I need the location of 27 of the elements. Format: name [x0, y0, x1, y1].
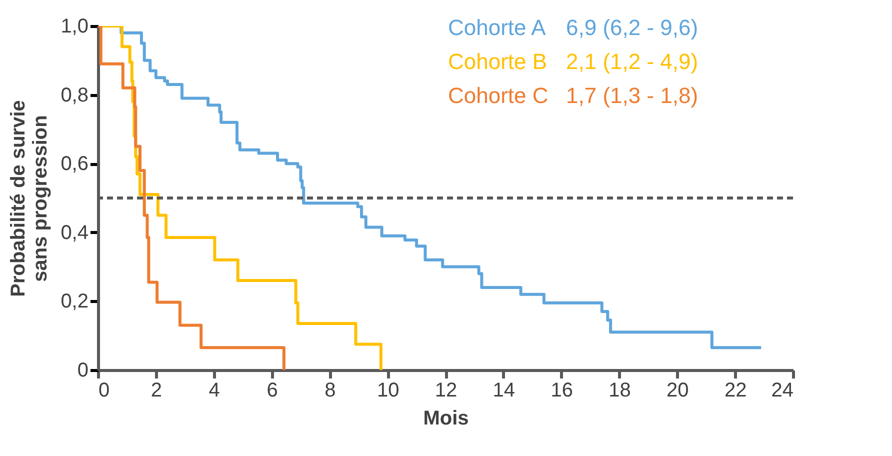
x-tick-label: 18: [608, 380, 631, 402]
y-tick-label: 0: [77, 360, 88, 382]
x-tick-label: 4: [208, 380, 220, 402]
y-tick-label: 0,8: [60, 84, 88, 106]
x-tick-label: 20: [666, 380, 689, 402]
y-axis-title: Probabilité de survie sans progression: [8, 100, 52, 297]
x-tick-label: 22: [724, 380, 747, 402]
x-tick-label: 24: [771, 380, 794, 402]
y-tick-label: 0,4: [60, 222, 88, 244]
x-tick-label: 2: [150, 380, 162, 402]
x-tick-label: 6: [266, 380, 278, 402]
x-tick-label: 16: [550, 380, 573, 402]
x-tick-label: 14: [492, 380, 516, 402]
text: Cohorte C: [448, 83, 548, 108]
text: Cohorte A: [448, 15, 546, 40]
annotation: 1,7 (1,3 - 1,8): [566, 83, 698, 108]
text: Cohorte B: [448, 49, 548, 74]
x-axis-title: Mois: [423, 408, 469, 430]
annotation: 2,1 (1,2 - 4,9): [566, 49, 698, 74]
y-tick-label: 0,2: [60, 290, 88, 313]
y-tick-label: 1,0: [60, 16, 88, 38]
x-tick-label: 8: [324, 380, 336, 402]
x-tick-label: 12: [434, 380, 458, 402]
x-tick-label: 0: [98, 380, 110, 402]
x-tick-label: 10: [376, 380, 400, 402]
annotation: 6,9 (6,2 - 9,6): [566, 15, 698, 40]
y-tick-label: 0,6: [60, 153, 88, 176]
